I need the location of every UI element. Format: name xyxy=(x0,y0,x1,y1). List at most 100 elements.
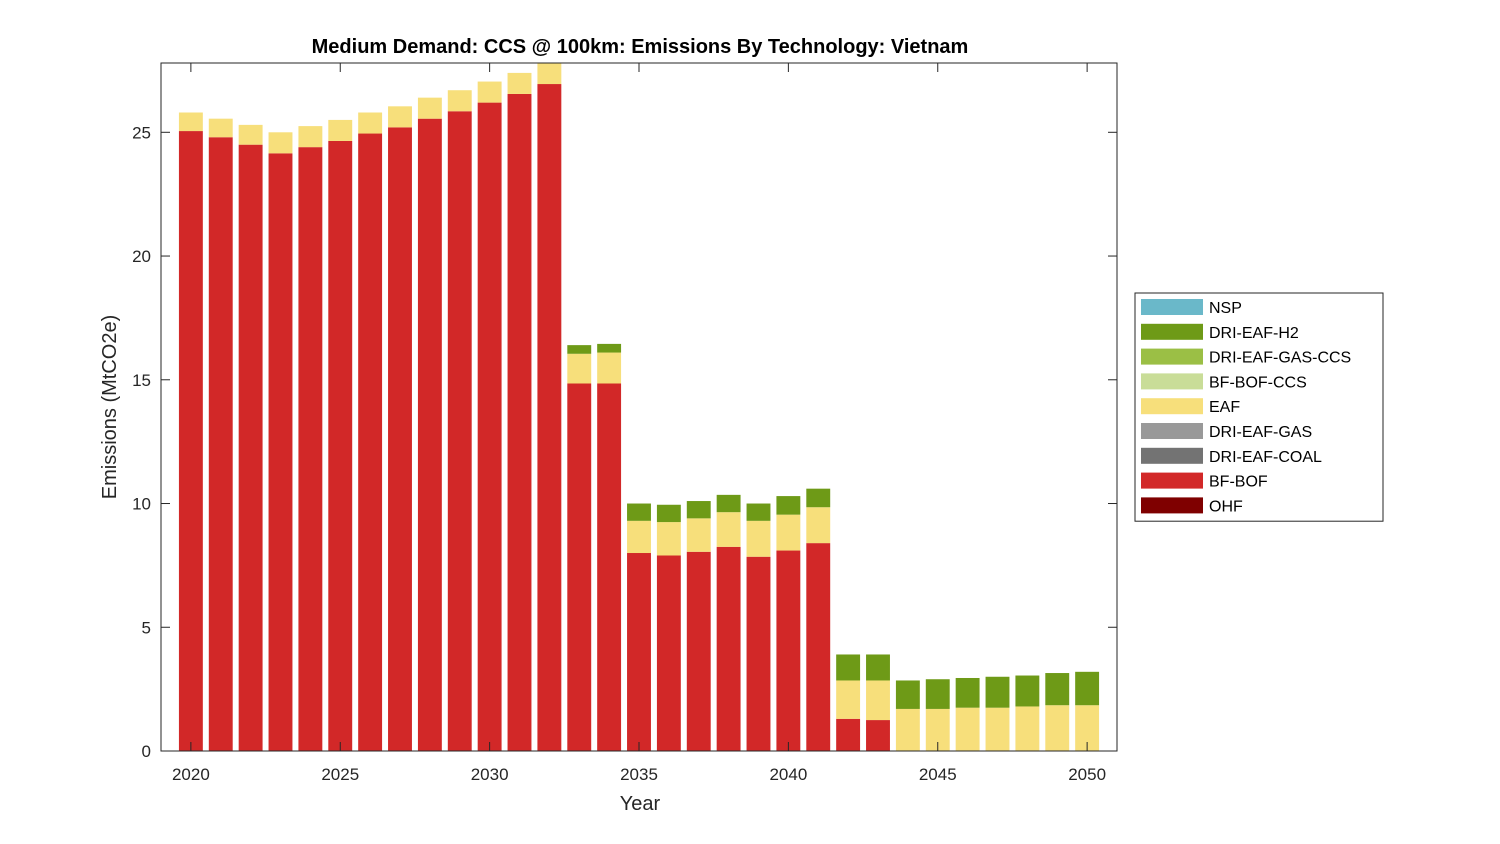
bar-segment-eaf-2047 xyxy=(985,707,1010,751)
bar-segment-eaf-2023 xyxy=(268,132,293,154)
bar-segment-bf-bof-2027 xyxy=(388,127,412,752)
bar-segment-eaf-2027 xyxy=(388,106,412,128)
legend-swatch-dri-eaf-coal xyxy=(1141,447,1203,464)
bar-segment-bf-bof-2021 xyxy=(208,137,233,752)
bar-segment-eaf-2033 xyxy=(567,353,592,384)
legend-label-eaf: EAF xyxy=(1209,399,1240,416)
y-tick-label: 0 xyxy=(142,742,151,761)
bar-segment-eaf-2044 xyxy=(895,708,920,751)
bar-segment-bf-bof-2026 xyxy=(358,133,383,751)
bar-segment-dri-eaf-h2-2045 xyxy=(925,679,950,709)
bar-segment-eaf-2034 xyxy=(597,352,622,384)
bar-segment-dri-eaf-h2-2047 xyxy=(985,676,1010,708)
bar-segment-bf-bof-2031 xyxy=(507,93,532,751)
bar-segment-bf-bof-2038 xyxy=(716,546,741,751)
bar-segment-bf-bof-2041 xyxy=(806,543,831,751)
legend-swatch-nsp xyxy=(1141,299,1203,315)
legend-label-ohf: OHF xyxy=(1209,498,1243,515)
x-tick-label: 2030 xyxy=(471,765,509,784)
legend-label-dri-eaf-gas-ccs: DRI-EAF-GAS-CCS xyxy=(1209,350,1351,367)
bar-segment-eaf-2035 xyxy=(627,520,651,554)
bar-segment-eaf-2020 xyxy=(178,112,203,132)
bar-segment-bf-bof-2040 xyxy=(776,550,801,751)
y-axis-label: Emissions (MtCO2e) xyxy=(99,315,121,499)
bar-segment-eaf-2022 xyxy=(238,124,263,145)
bar-segment-bf-bof-2036 xyxy=(656,555,681,751)
bar-segment-eaf-2050 xyxy=(1075,705,1100,751)
bar-segment-dri-eaf-h2-2036 xyxy=(656,504,681,523)
bar-segment-dri-eaf-h2-2034 xyxy=(597,343,622,353)
y-tick-label: 20 xyxy=(132,247,151,266)
bar-segment-eaf-2045 xyxy=(925,708,950,751)
bar-segment-dri-eaf-h2-2044 xyxy=(895,680,920,709)
bar-segment-eaf-2030 xyxy=(477,81,502,103)
bar-segment-bf-bof-2025 xyxy=(328,140,353,751)
bar-segment-bf-bof-2043 xyxy=(866,720,890,751)
bar-segment-eaf-2046 xyxy=(955,707,980,751)
bar-segment-bf-bof-2024 xyxy=(298,147,323,751)
bar-segment-eaf-2024 xyxy=(298,126,323,148)
bar-segment-eaf-2043 xyxy=(866,680,890,721)
bar-segment-eaf-2036 xyxy=(656,522,681,556)
bar-segment-eaf-2031 xyxy=(507,72,532,94)
legend-swatch-ohf xyxy=(1141,497,1203,514)
bars-group xyxy=(178,63,1100,752)
bar-segment-eaf-2041 xyxy=(806,507,831,544)
x-axis-label: Year xyxy=(620,793,661,815)
bar-segment-dri-eaf-h2-2038 xyxy=(716,494,741,513)
bar-segment-eaf-2039 xyxy=(746,520,771,557)
legend-label-nsp: NSP xyxy=(1209,300,1242,317)
bar-segment-eaf-2048 xyxy=(1015,706,1040,751)
bar-segment-bf-bof-2034 xyxy=(597,383,622,751)
bar-segment-eaf-2028 xyxy=(417,97,442,119)
x-tick-label: 2020 xyxy=(172,765,210,784)
bar-segment-dri-eaf-h2-2050 xyxy=(1075,671,1100,706)
legend-label-bf-bof-ccs: BF-BOF-CCS xyxy=(1209,374,1307,391)
bar-segment-eaf-2032 xyxy=(537,63,562,85)
legend-swatch-bf-bof-ccs xyxy=(1141,373,1203,390)
bar-segment-dri-eaf-h2-2043 xyxy=(866,654,890,681)
y-tick-label: 10 xyxy=(132,495,151,514)
bar-segment-eaf-2029 xyxy=(447,90,472,112)
bar-segment-eaf-2021 xyxy=(208,118,233,138)
bar-segment-bf-bof-2039 xyxy=(746,556,771,751)
bar-segment-dri-eaf-h2-2046 xyxy=(955,677,980,708)
bar-segment-bf-bof-2042 xyxy=(836,718,861,751)
bar-segment-bf-bof-2020 xyxy=(178,131,203,751)
legend-label-dri-eaf-coal: DRI-EAF-COAL xyxy=(1209,449,1322,466)
x-tick-label: 2025 xyxy=(321,765,359,784)
bar-segment-bf-bof-2023 xyxy=(268,153,293,751)
legend-swatch-eaf xyxy=(1141,398,1203,415)
bar-segment-bf-bof-2035 xyxy=(627,553,651,751)
bar-segment-dri-eaf-h2-2049 xyxy=(1045,673,1070,706)
legend-swatch-dri-eaf-h2 xyxy=(1141,323,1203,340)
bar-segment-dri-eaf-h2-2039 xyxy=(746,503,771,521)
x-tick-label: 2045 xyxy=(919,765,957,784)
bar-segment-eaf-2042 xyxy=(836,680,861,719)
bar-segment-bf-bof-2028 xyxy=(417,118,442,752)
bar-segment-eaf-2026 xyxy=(358,112,383,134)
legend-swatch-dri-eaf-gas-ccs xyxy=(1141,348,1203,365)
bar-segment-eaf-2038 xyxy=(716,512,741,547)
bar-segment-bf-bof-2030 xyxy=(477,102,502,752)
bar-segment-bf-bof-2022 xyxy=(238,144,263,752)
bar-segment-dri-eaf-h2-2041 xyxy=(806,488,831,508)
legend-swatch-bf-bof xyxy=(1141,472,1203,489)
x-tick-label: 2040 xyxy=(769,765,807,784)
chart-title: Medium Demand: CCS @ 100km: Emissions By… xyxy=(312,36,969,58)
legend-swatch-dri-eaf-gas xyxy=(1141,423,1203,439)
y-tick-label: 25 xyxy=(132,123,151,142)
bar-segment-dri-eaf-h2-2037 xyxy=(686,501,711,519)
legend-label-bf-bof: BF-BOF xyxy=(1209,474,1268,491)
bar-segment-bf-bof-2033 xyxy=(567,383,592,751)
legend-label-dri-eaf-h2: DRI-EAF-H2 xyxy=(1209,325,1299,342)
x-tick-label: 2035 xyxy=(620,765,658,784)
x-tick-label: 2050 xyxy=(1068,765,1106,784)
y-tick-label: 5 xyxy=(142,618,151,637)
legend: NSP DRI-EAF-H2 DRI-EAF-GAS-CCS BF-BOF-CCS EA… xyxy=(1134,292,1384,522)
y-tick-label: 15 xyxy=(132,371,151,390)
bar-segment-bf-bof-2029 xyxy=(447,111,472,751)
bar-segment-dri-eaf-h2-2035 xyxy=(627,503,651,521)
